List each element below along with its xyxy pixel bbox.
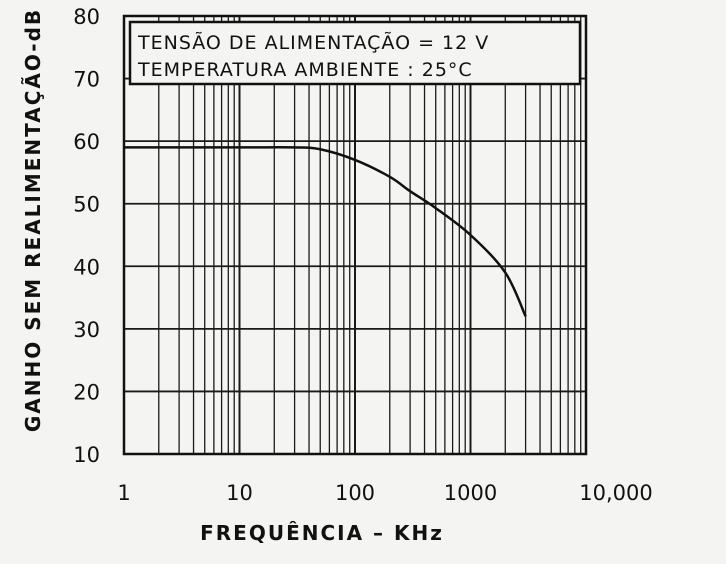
x-axis-title: FREQUÊNCIA – KHz [200,521,444,545]
legend-supply-voltage: TENSÃO DE ALIMENTAÇÃO = 12 V [137,31,489,54]
plot-frame [122,14,588,456]
y-tick-label: 50 [73,193,100,217]
legend-box: TENSÃO DE ALIMENTAÇÃO = 12 V TEMPERATURA… [128,20,582,86]
x-tick-label: 1000 [444,481,497,505]
y-tick-label: 80 [73,5,100,29]
legend-ambient-temperature: TEMPERATURA AMBIENTE : 25°C [137,59,473,81]
grid [123,16,586,454]
x-tick-label: 10,000 [579,481,652,505]
y-tick-label: 40 [73,255,100,279]
x-axis-ticks: 1 10 100 1000 10,000 [117,481,652,505]
y-tick-label: 70 [73,68,100,92]
legend-frame [128,20,582,86]
y-tick-label: 10 [73,443,100,467]
x-tick-label: 100 [335,481,375,505]
x-tick-label: 10 [226,481,253,505]
y-tick-label: 20 [73,380,100,404]
gain-curve [123,146,527,317]
y-axis-ticks: 10 20 30 40 50 60 70 80 [73,5,100,467]
y-tick-label: 30 [73,318,100,342]
y-axis-title: GANHO SEM REALIMENTAÇÃO-dB [21,8,45,432]
y-tick-label: 60 [73,130,100,154]
x-tick-label: 1 [117,481,130,505]
